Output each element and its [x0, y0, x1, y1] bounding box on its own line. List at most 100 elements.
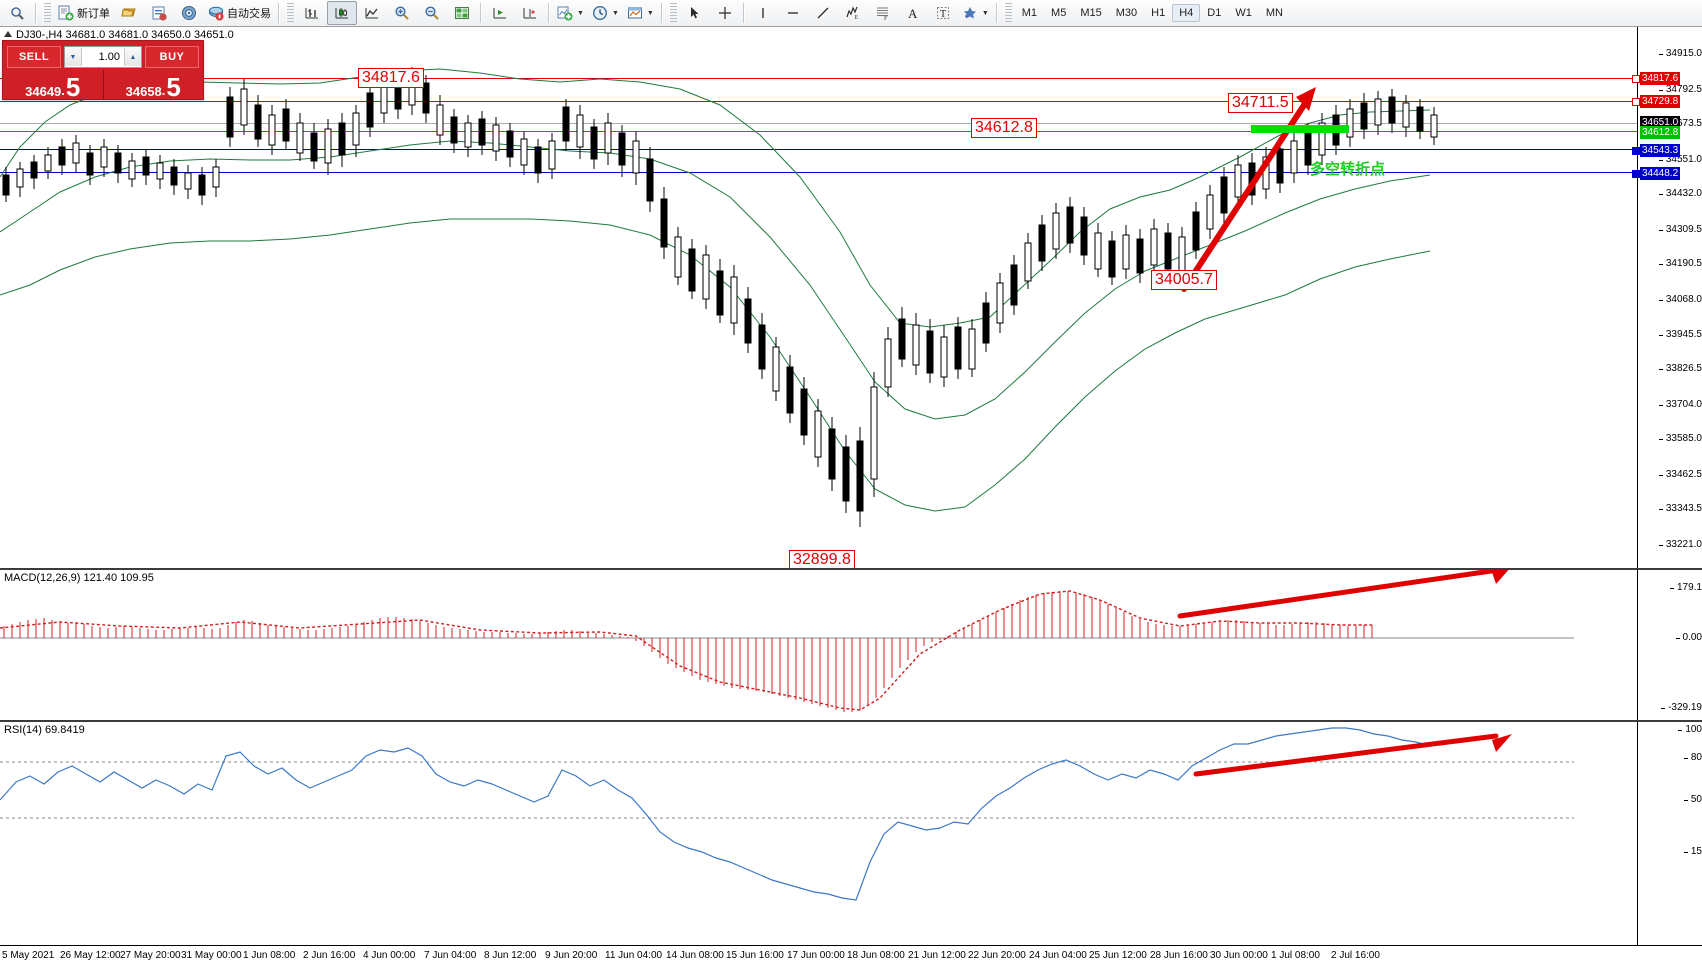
chart-container[interactable]: DJ30-,H4 34681.0 34681.0 34650.0 34651.0 — [0, 27, 1702, 972]
time-label: 30 Jun 00:00 — [1210, 950, 1268, 961]
toolbar-divider-2 — [278, 3, 280, 23]
candlestick-chart-icon[interactable] — [327, 1, 357, 25]
toolbar-divider-5 — [660, 3, 663, 23]
timeframe-h1[interactable]: H1 — [1151, 7, 1166, 19]
time-label: 22 Jun 20:00 — [968, 950, 1026, 961]
level-marker-34817[interactable] — [1632, 75, 1640, 83]
toolbar-grip-3[interactable] — [668, 3, 677, 23]
sell-button[interactable]: SELL — [7, 46, 61, 68]
time-label: 4 Jun 00:00 — [363, 950, 416, 961]
timeframe-m5[interactable]: M5 — [1051, 7, 1067, 19]
rsi-scale[interactable]: 100 80 50 15 — [1638, 722, 1702, 947]
sell-price-int: 34649 — [25, 84, 62, 99]
text-icon[interactable]: A — [898, 1, 928, 25]
trendline-icon[interactable] — [808, 1, 838, 25]
line-chart-icon[interactable] — [357, 1, 387, 25]
svg-text:F: F — [884, 16, 888, 21]
horizontal-line-icon[interactable] — [778, 1, 808, 25]
candlestick-series — [0, 67, 1438, 527]
folder-icon[interactable] — [114, 1, 144, 25]
toolbar-divider-7 — [995, 3, 998, 23]
add-indicator-icon[interactable]: ▼ — [553, 1, 588, 25]
price-axis-separator — [1637, 27, 1638, 568]
volume-decrement-icon[interactable]: ▼ — [65, 48, 82, 66]
timeframe-mn[interactable]: MN — [1265, 7, 1283, 19]
new-order-button[interactable]: 新订单 — [54, 1, 114, 25]
time-axis[interactable]: 5 May 2021 26 May 12:00 27 May 20:00 31 … — [0, 945, 1702, 972]
chevron-down-icon[interactable]: ▼ — [577, 9, 584, 17]
timeframe-h4[interactable]: H4 — [1172, 4, 1201, 22]
level-marker-34543[interactable] — [1632, 147, 1640, 155]
toolbar-grip-4[interactable] — [1003, 3, 1012, 23]
resistance-line-34729 — [0, 101, 1638, 102]
market-icon[interactable] — [174, 1, 204, 25]
time-label: 14 Jun 08:00 — [666, 950, 724, 961]
rsi-pane[interactable]: RSI(14) 69.8419 100 80 50 15 — [0, 720, 1702, 947]
svg-text:T: T — [940, 9, 946, 20]
volume-increment-icon[interactable]: ▲ — [124, 48, 141, 66]
toolbar-divider-3 — [480, 3, 482, 23]
time-label: 31 May 00:00 — [181, 950, 242, 961]
auto-scroll-icon[interactable] — [515, 1, 545, 25]
buy-price[interactable]: 34658 . 5 — [102, 70, 204, 100]
macd-tick: -329.19 — [1661, 702, 1702, 713]
sell-price-dot: . — [61, 83, 65, 98]
time-label: 2 Jun 16:00 — [303, 950, 356, 961]
time-label: 26 May 12:00 — [60, 950, 121, 961]
collapse-triangle-icon[interactable] — [4, 31, 12, 37]
toolbar-grip-2[interactable] — [286, 3, 294, 23]
one-click-trade-panel[interactable]: SELL ▼ 1.00 ▲ BUY 34649 . 5 34658 . 5 — [2, 40, 204, 100]
timeframe-m30[interactable]: M30 — [1115, 7, 1138, 19]
timeframe-m1[interactable]: M1 — [1021, 7, 1038, 19]
timeframe-w1[interactable]: W1 — [1235, 7, 1252, 19]
signals-icon[interactable] — [144, 1, 174, 25]
autotrading-label: 自动交易 — [227, 8, 271, 20]
search-icon[interactable] — [2, 1, 32, 25]
macd-scale[interactable]: 179.1 0.00 -329.19 — [1638, 570, 1702, 722]
time-label: 18 Jun 08:00 — [847, 950, 905, 961]
price-scale[interactable]: 34915.0 34792.5 34673.5 34551.0 34432.0 … — [1632, 27, 1702, 568]
shapes-icon[interactable]: ▼ — [958, 1, 993, 25]
time-label: 15 Jun 16:00 — [726, 950, 784, 961]
rsi-title: RSI(14) 69.8419 — [4, 724, 85, 736]
chart-shift-icon[interactable] — [485, 1, 515, 25]
zoom-in-icon[interactable] — [387, 1, 417, 25]
timeframe-m15[interactable]: M15 — [1080, 7, 1102, 19]
templates-icon[interactable]: ▼ — [623, 1, 658, 25]
midline-34673 — [0, 123, 1638, 124]
buy-price-int: 34658 — [125, 84, 162, 99]
annotation-34005: 34005.7 — [1151, 270, 1217, 290]
buy-price-dot: . — [161, 83, 166, 98]
bar-chart-icon[interactable] — [297, 1, 327, 25]
vertical-line-icon[interactable] — [748, 1, 778, 25]
elliott-wave-icon[interactable]: E — [838, 1, 868, 25]
chevron-down-icon-2[interactable]: ▼ — [611, 9, 619, 17]
price-pane[interactable]: DJ30-,H4 34681.0 34681.0 34650.0 34651.0 — [0, 27, 1702, 570]
sell-price[interactable]: 34649 . 5 — [3, 70, 103, 100]
fibonacci-icon[interactable]: F — [868, 1, 898, 25]
annotation-34817: 34817.6 — [358, 68, 424, 88]
tile-windows-icon[interactable] — [447, 1, 477, 25]
level-marker-34448[interactable] — [1632, 170, 1640, 178]
time-label: 8 Jun 12:00 — [484, 950, 537, 961]
period-icon[interactable]: ▼ — [588, 1, 623, 25]
text-label-icon[interactable]: T — [928, 1, 958, 25]
volume-input[interactable]: 1.00 — [98, 51, 120, 63]
rsi-axis-separator — [1637, 722, 1638, 947]
chevron-down-icon-4[interactable]: ▼ — [981, 9, 989, 17]
price-tick: 33343.5 — [1658, 503, 1702, 514]
chevron-down-icon-3[interactable]: ▼ — [646, 9, 654, 17]
price-tick: 33945.5 — [1658, 329, 1702, 340]
timeframe-d1[interactable]: D1 — [1207, 7, 1222, 19]
level-marker-34729[interactable] — [1632, 98, 1640, 106]
buy-button[interactable]: BUY — [145, 46, 199, 68]
cursor-icon[interactable] — [680, 1, 710, 25]
autotrading-button[interactable]: 自动交易 — [204, 1, 275, 25]
crosshair-icon[interactable] — [710, 1, 740, 25]
macd-pane[interactable]: MACD(12,26,9) 121.40 109.95 — [0, 568, 1702, 722]
zoom-out-icon[interactable] — [417, 1, 447, 25]
trend-arrow-up — [1181, 87, 1316, 292]
toolbar-grip[interactable] — [43, 3, 51, 23]
volume-stepper[interactable]: ▼ 1.00 ▲ — [64, 46, 142, 68]
macd-tick: 179.1 — [1669, 582, 1702, 593]
